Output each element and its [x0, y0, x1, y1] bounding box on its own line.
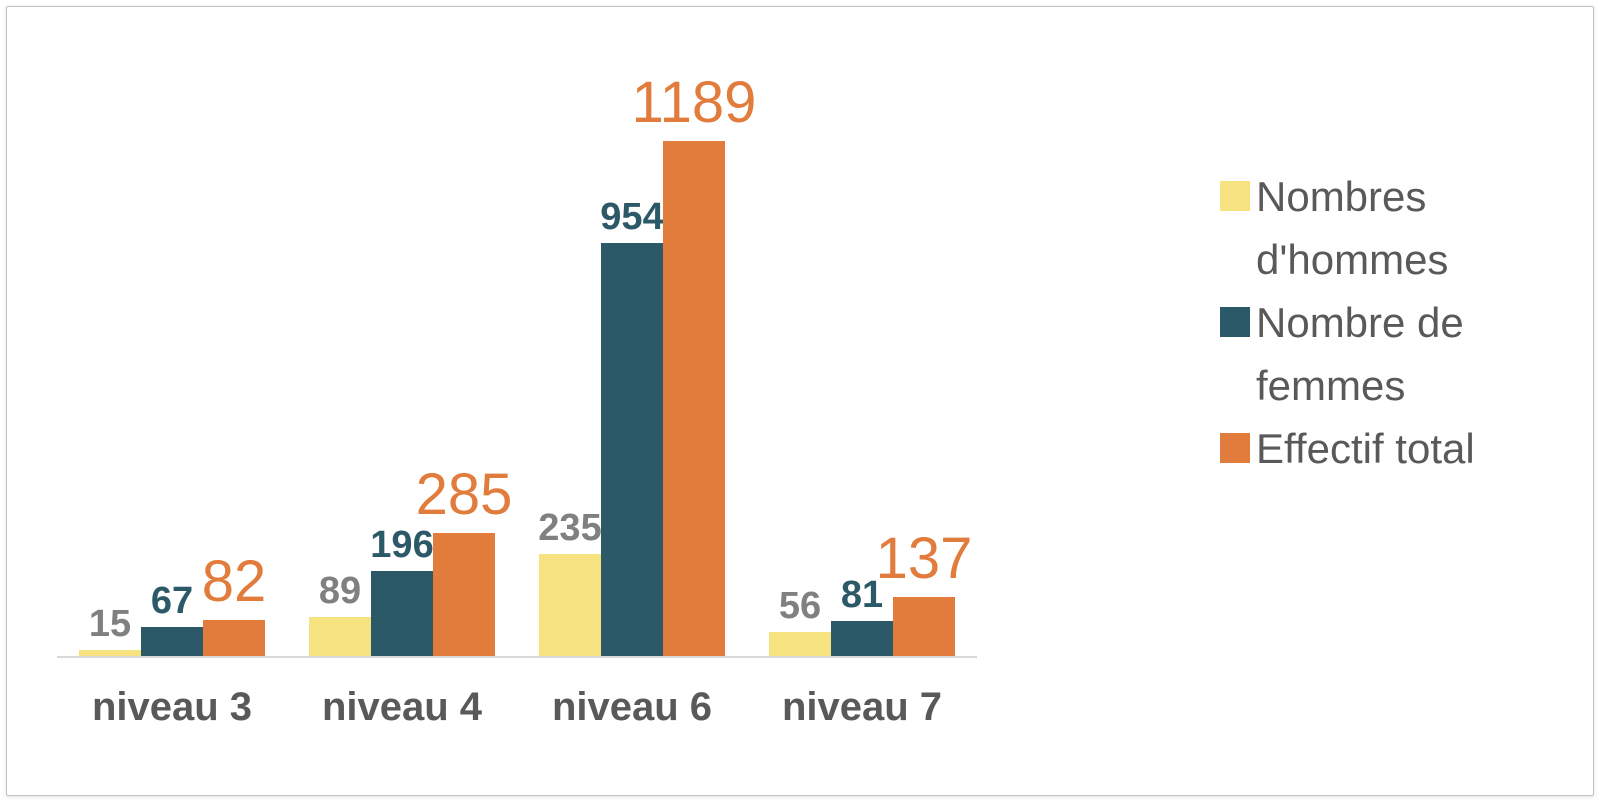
legend-item-hommes: Nombres d'hommes	[1220, 165, 1540, 291]
bar	[539, 554, 601, 656]
x-axis-line	[57, 656, 977, 658]
bar	[309, 617, 371, 656]
bar-value-label: 1189	[631, 70, 757, 135]
bar-group: 15 67 82	[57, 141, 287, 656]
bar	[663, 141, 725, 656]
legend-label-effectif: Effectif total	[1256, 425, 1475, 472]
bar-value-label: 15	[88, 603, 132, 645]
bar-value-label: 285	[415, 462, 513, 527]
legend-item-femmes: Nombre de femmes	[1220, 291, 1540, 417]
bar-wrap: 137	[876, 530, 972, 656]
bar	[601, 243, 663, 656]
chart-frame: 15 67 82 89 196 285 235 954 1189 56 81 137 niveau 3…	[6, 6, 1594, 796]
bar	[79, 650, 141, 656]
bar	[433, 533, 495, 656]
bar-wrap: 15	[79, 605, 141, 656]
bar-wrap: 285	[416, 466, 512, 656]
bar-value-label: 56	[778, 585, 822, 627]
bar-wrap: 1189	[632, 74, 756, 656]
bar-group: 89 196 285	[287, 141, 517, 656]
bar-wrap: 67	[141, 582, 203, 656]
bar-value-label: 137	[875, 526, 973, 591]
bar-wrap: 235	[538, 507, 602, 656]
bar-wrap: 196	[370, 524, 434, 656]
bar-value-label: 89	[318, 570, 362, 612]
bar	[769, 632, 831, 656]
category-label: niveau 4	[321, 685, 483, 729]
legend-item-effectif: Effectif total	[1220, 417, 1540, 480]
bar-value-label: 235	[538, 507, 602, 549]
legend-label-hommes: Nombres d'hommes	[1256, 173, 1449, 283]
category-label: niveau 7	[781, 685, 943, 729]
x-axis-labels: niveau 3 niveau 4 niveau 6 niveau 7	[57, 685, 977, 730]
legend-label-femmes: Nombre de femmes	[1256, 299, 1464, 409]
legend-swatch-effectif-icon	[1220, 433, 1250, 463]
bar-group: 56 81 137	[747, 141, 977, 656]
bar	[371, 571, 433, 656]
bar-wrap: 56	[769, 587, 831, 656]
category-label: niveau 3	[91, 685, 253, 729]
plot-area: 15 67 82 89 196 285 235 954 1189 56 81 137	[57, 74, 977, 656]
bar-wrap: 89	[309, 572, 371, 656]
bar-wrap: 954	[600, 196, 664, 656]
bar-value-label: 196	[370, 524, 434, 566]
bar-value-label: 954	[600, 196, 664, 238]
legend-swatch-hommes-icon	[1220, 181, 1250, 211]
bar	[831, 621, 893, 656]
bar-wrap: 82	[201, 549, 267, 656]
category-label: niveau 6	[551, 685, 713, 729]
legend: Nombres d'hommes Nombre de femmes Effect…	[1220, 165, 1540, 480]
bar-value-label: 67	[150, 580, 194, 622]
bar-value-label: 82	[201, 549, 267, 614]
bar-wrap: 81	[831, 576, 893, 656]
bar-group: 235 954 1189	[517, 74, 756, 656]
bar	[203, 620, 265, 656]
bar	[141, 627, 203, 656]
bar	[893, 597, 955, 656]
bar-value-label: 81	[840, 574, 884, 616]
legend-swatch-femmes-icon	[1220, 307, 1250, 337]
